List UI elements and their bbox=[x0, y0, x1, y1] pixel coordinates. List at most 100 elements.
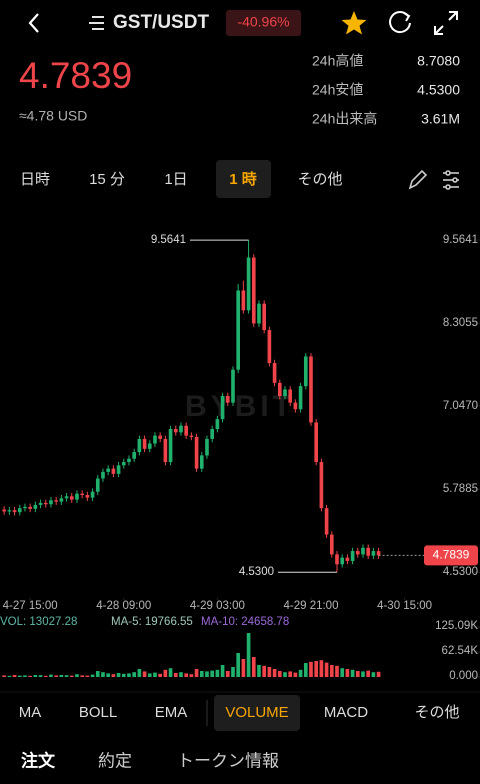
bottom-tab[interactable]: 約定 bbox=[98, 751, 132, 770]
x-tick-label: 4-29 03:00 bbox=[190, 600, 245, 612]
volume-bar bbox=[236, 653, 240, 677]
volume-bar bbox=[272, 669, 277, 677]
candle-body bbox=[210, 429, 214, 439]
candle-body bbox=[132, 452, 136, 459]
candle-body bbox=[7, 510, 12, 512]
change-percent: -40.96% bbox=[237, 14, 289, 30]
volume-bar bbox=[298, 669, 303, 677]
candle-body bbox=[340, 557, 345, 565]
interval-tab[interactable]: その他 bbox=[297, 171, 342, 188]
volume-bar bbox=[173, 673, 178, 677]
y-tick-label: 8.3055 bbox=[443, 317, 478, 329]
volume-bar bbox=[7, 675, 12, 677]
stat-label: 24h出来高 bbox=[312, 111, 377, 127]
candle-body bbox=[64, 496, 69, 499]
volume-bar bbox=[189, 674, 194, 677]
indicator-tab[interactable]: BOLL bbox=[79, 704, 117, 721]
volume-bar bbox=[340, 668, 345, 677]
candle-body bbox=[38, 502, 43, 505]
candle-body bbox=[49, 500, 53, 505]
candle-body bbox=[199, 455, 204, 469]
candle-body bbox=[329, 534, 334, 555]
candle-body bbox=[168, 429, 173, 463]
candle-body bbox=[371, 551, 376, 556]
volume-bar bbox=[303, 663, 308, 677]
candle-body bbox=[215, 419, 220, 430]
candle-body bbox=[12, 510, 17, 513]
pair-name[interactable]: GST/USDT bbox=[113, 12, 209, 33]
bottom-tab[interactable]: 注文 bbox=[21, 750, 56, 770]
volume-bar bbox=[293, 672, 298, 677]
indicator-tab[interactable]: MA bbox=[19, 704, 42, 721]
interval-tab[interactable]: 1 時 bbox=[229, 170, 257, 188]
candle-body bbox=[158, 435, 162, 439]
usd-price: ≈4.78 USD bbox=[19, 108, 87, 124]
volume-bar bbox=[59, 675, 64, 677]
candle-body bbox=[111, 468, 116, 474]
last-price: 4.7839 bbox=[19, 55, 132, 96]
candle-body bbox=[251, 257, 256, 324]
watermark: BYBIT bbox=[185, 390, 295, 423]
volume-bar bbox=[246, 633, 251, 677]
volume-bar bbox=[345, 669, 350, 677]
y-tick-label: 7.0470 bbox=[443, 400, 478, 412]
candle-body bbox=[59, 498, 64, 502]
indicator-tab[interactable]: その他 bbox=[414, 704, 459, 721]
favorite-star[interactable] bbox=[341, 11, 367, 35]
volume-bar bbox=[54, 675, 58, 677]
volume-bar bbox=[95, 671, 100, 677]
x-tick-label: 4-28 09:00 bbox=[96, 600, 151, 612]
indicator-selected-bg bbox=[214, 695, 300, 731]
candle-body bbox=[246, 257, 251, 311]
volume-bar bbox=[225, 671, 230, 677]
candle-body bbox=[184, 425, 188, 436]
indicator-tab[interactable]: EMA bbox=[155, 704, 188, 721]
volume-bar bbox=[199, 671, 204, 677]
volume-bar bbox=[90, 674, 95, 677]
candle-body bbox=[142, 438, 147, 449]
volume-bar bbox=[231, 667, 235, 677]
candle-body bbox=[69, 496, 74, 500]
volume-bar bbox=[184, 673, 188, 677]
volume-bar bbox=[142, 671, 147, 677]
x-tick-label: 4-29 21:00 bbox=[283, 600, 338, 612]
interval-tab[interactable]: 15 分 bbox=[89, 171, 125, 188]
high-label: 9.5641 bbox=[151, 234, 186, 246]
draw-tool-icon[interactable] bbox=[408, 169, 428, 190]
candle-body bbox=[335, 554, 339, 565]
candle-body bbox=[220, 396, 225, 420]
volume-bar bbox=[324, 662, 329, 677]
indicator-tab[interactable]: MACD bbox=[324, 704, 368, 721]
stat-value: 3.61M bbox=[421, 111, 460, 127]
volume-bar bbox=[376, 671, 381, 677]
candle-body bbox=[43, 502, 48, 505]
menu-icon[interactable] bbox=[89, 16, 104, 30]
volume-bar bbox=[12, 675, 17, 677]
interval-tab[interactable]: 1日 bbox=[164, 171, 187, 188]
candle-body bbox=[189, 435, 194, 437]
refresh-icon[interactable] bbox=[389, 11, 411, 34]
interval-tab[interactable]: 日時 bbox=[20, 171, 50, 188]
volume-bar bbox=[350, 669, 355, 677]
back-button[interactable] bbox=[28, 13, 39, 33]
volume-bar bbox=[262, 665, 267, 677]
candle-body bbox=[90, 491, 95, 498]
change-badge bbox=[226, 10, 301, 36]
x-tick-label: 4-30 15:00 bbox=[377, 600, 432, 612]
candle-body bbox=[80, 493, 84, 495]
volume-bar bbox=[137, 669, 142, 677]
chart-settings-icon[interactable] bbox=[443, 170, 459, 190]
candle-body bbox=[95, 478, 100, 492]
x-tick-label: 4-27 15:00 bbox=[3, 600, 58, 612]
indicator-tab[interactable]: VOLUME bbox=[225, 704, 288, 721]
fullscreen-icon[interactable] bbox=[434, 11, 458, 35]
volume-bar bbox=[168, 668, 173, 677]
volume-bar bbox=[132, 672, 136, 677]
candle-body bbox=[293, 402, 298, 410]
volume-bar bbox=[28, 675, 32, 677]
candle-body bbox=[127, 458, 131, 463]
volume-bar bbox=[267, 667, 272, 677]
candle-body bbox=[314, 422, 319, 463]
bottom-tab[interactable]: トークン情報 bbox=[177, 751, 279, 770]
